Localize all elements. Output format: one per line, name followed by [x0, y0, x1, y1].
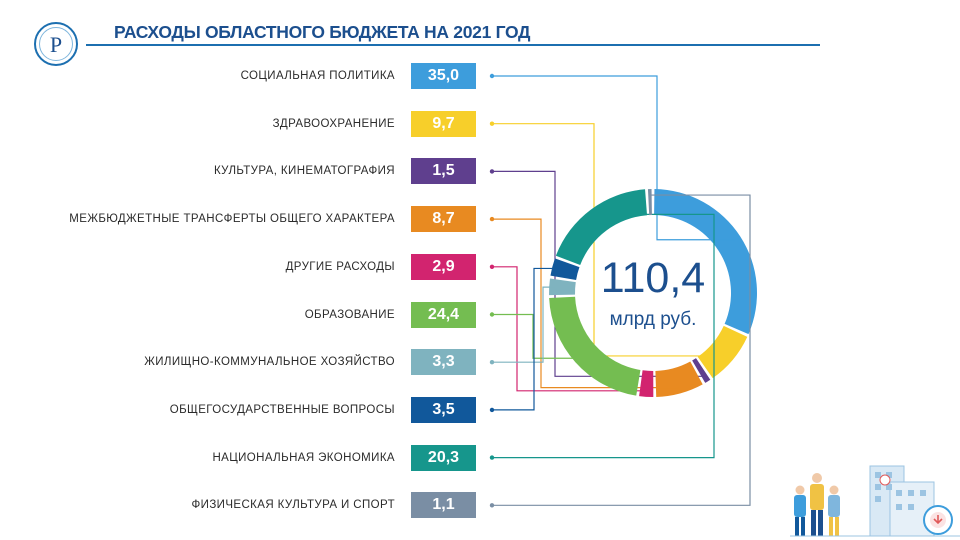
value-box: 1,1	[411, 492, 476, 519]
category-label: МЕЖБЮДЖЕТНЫЕ ТРАНСФЕРТЫ ОБЩЕГО ХАРАКТЕРА	[69, 213, 395, 226]
leader-dot	[489, 503, 495, 508]
leader-line	[492, 213, 715, 459]
value-box: 1,5	[411, 158, 476, 185]
leader-dot	[489, 216, 495, 222]
category-label: КУЛЬТУРА, КИНЕМАТОГРАФИЯ	[213, 165, 395, 178]
leader-dot	[489, 73, 495, 79]
leader-line	[492, 286, 556, 363]
leader-dot	[489, 264, 495, 269]
category-label: ФИЗИЧЕСКАЯ КУЛЬТУРА И СПОРТ	[191, 499, 395, 512]
leader-line	[492, 313, 580, 359]
value-box: 2,9	[411, 253, 476, 280]
donut-segment	[549, 296, 641, 396]
donut-segment	[550, 258, 580, 280]
value-box: 35,0	[411, 63, 476, 89]
category-label: ОБЩЕГОСУДАРСТВЕННЫЕ ВОПРОСЫ	[169, 403, 395, 416]
page-title: РАСХОДЫ ОБЛАСТНОГО БЮДЖЕТА НА 2021 ГОД	[114, 22, 531, 42]
category-label: ДРУГИЕ РАСХОДЫ	[285, 260, 395, 273]
category-label: ОБРАЗОВАНИЕ	[304, 308, 395, 321]
category-label: ЖИЛИЩНО-КОММУНАЛЬНОЕ ХОЗЯЙСТВО	[144, 356, 395, 369]
category-label: СОЦИАЛЬНАЯ ПОЛИТИКА	[240, 70, 395, 82]
logo-letter: Р	[50, 32, 62, 57]
donut-segment	[654, 189, 758, 335]
leader-dot	[489, 360, 495, 365]
value-box: 20,3	[411, 444, 476, 471]
value-box: 3,5	[411, 396, 476, 423]
donut-segment	[548, 278, 576, 296]
leader-line	[492, 267, 559, 411]
leader-line	[492, 266, 647, 392]
leader-line	[492, 194, 751, 506]
leader-dot	[489, 455, 495, 460]
donut-segment	[639, 370, 654, 398]
value-box: 24,4	[411, 301, 476, 328]
donut-segment	[555, 189, 648, 266]
donut-segment	[692, 358, 711, 383]
leader-dot	[489, 312, 495, 317]
total-value: 110,4	[600, 254, 706, 302]
leader-line	[492, 75, 736, 241]
leader-dot	[489, 407, 495, 413]
category-label: ЗДРАВООХРАНЕНИЕ	[272, 117, 395, 130]
total-unit: млрд руб.	[609, 309, 697, 330]
donut-segment	[647, 189, 652, 216]
category-label: НАЦИОНАЛЬНАЯ ЭКОНОМИКА	[212, 451, 395, 464]
value-box: 9,7	[411, 110, 476, 137]
donut-segment	[655, 361, 703, 397]
donut-segment	[697, 325, 748, 379]
value-box: 3,3	[411, 349, 476, 376]
leader-dot	[489, 169, 495, 174]
office-people-illustration	[790, 465, 960, 537]
logo-icon: Р	[34, 22, 78, 66]
title-divider	[86, 44, 820, 46]
leader-dot	[489, 121, 495, 126]
value-box: 8,7	[411, 206, 476, 233]
